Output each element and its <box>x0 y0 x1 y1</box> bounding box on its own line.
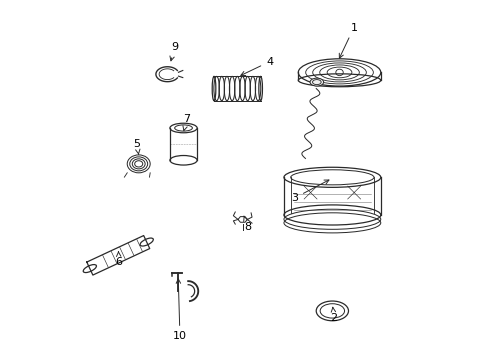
Text: 4: 4 <box>240 57 273 76</box>
Text: 6: 6 <box>115 252 122 267</box>
Text: 3: 3 <box>291 180 328 203</box>
Text: 2: 2 <box>330 307 337 323</box>
Text: 7: 7 <box>183 114 190 131</box>
Text: 10: 10 <box>173 279 186 341</box>
Text: 8: 8 <box>243 216 251 231</box>
Text: 1: 1 <box>339 23 357 58</box>
Ellipse shape <box>309 78 323 86</box>
Text: 5: 5 <box>133 139 140 155</box>
Text: 9: 9 <box>170 42 178 61</box>
